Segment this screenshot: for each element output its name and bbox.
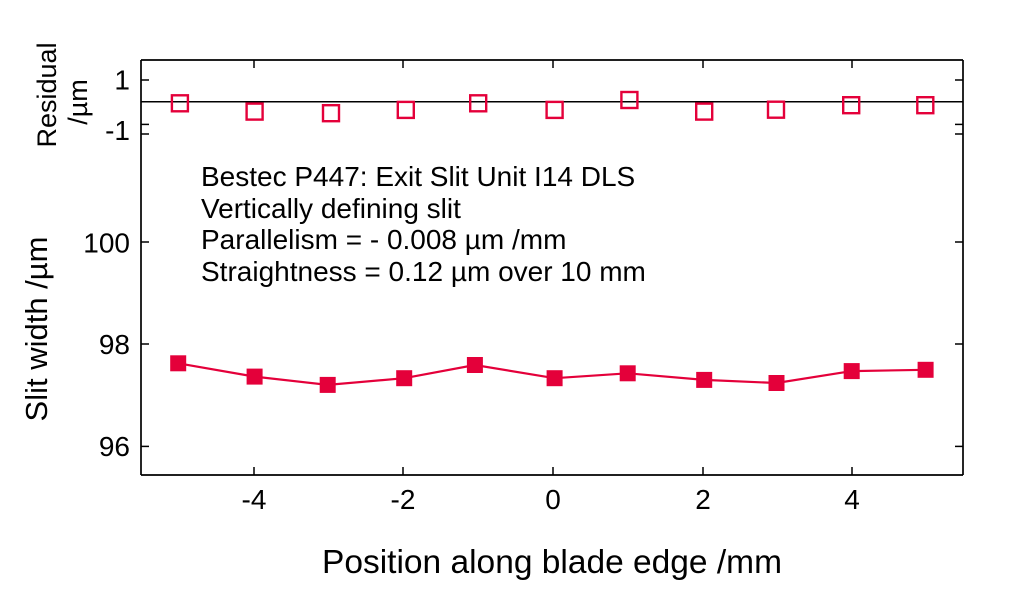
svg-text:96: 96: [99, 431, 130, 462]
svg-text:-2: -2: [391, 484, 416, 515]
svg-text:1: 1: [114, 65, 130, 96]
svg-text:4: 4: [844, 484, 860, 515]
svg-text:100: 100: [83, 228, 130, 259]
svg-text:98: 98: [99, 329, 130, 360]
svg-text:Slit width /µm: Slit width /µm: [19, 237, 54, 422]
svg-text:Residual: Residual: [32, 42, 62, 147]
svg-text:/µm: /µm: [63, 79, 93, 125]
svg-text:0: 0: [545, 484, 561, 515]
svg-text:2: 2: [695, 484, 711, 515]
svg-text:-1: -1: [105, 115, 130, 146]
svg-text:-4: -4: [242, 484, 267, 515]
